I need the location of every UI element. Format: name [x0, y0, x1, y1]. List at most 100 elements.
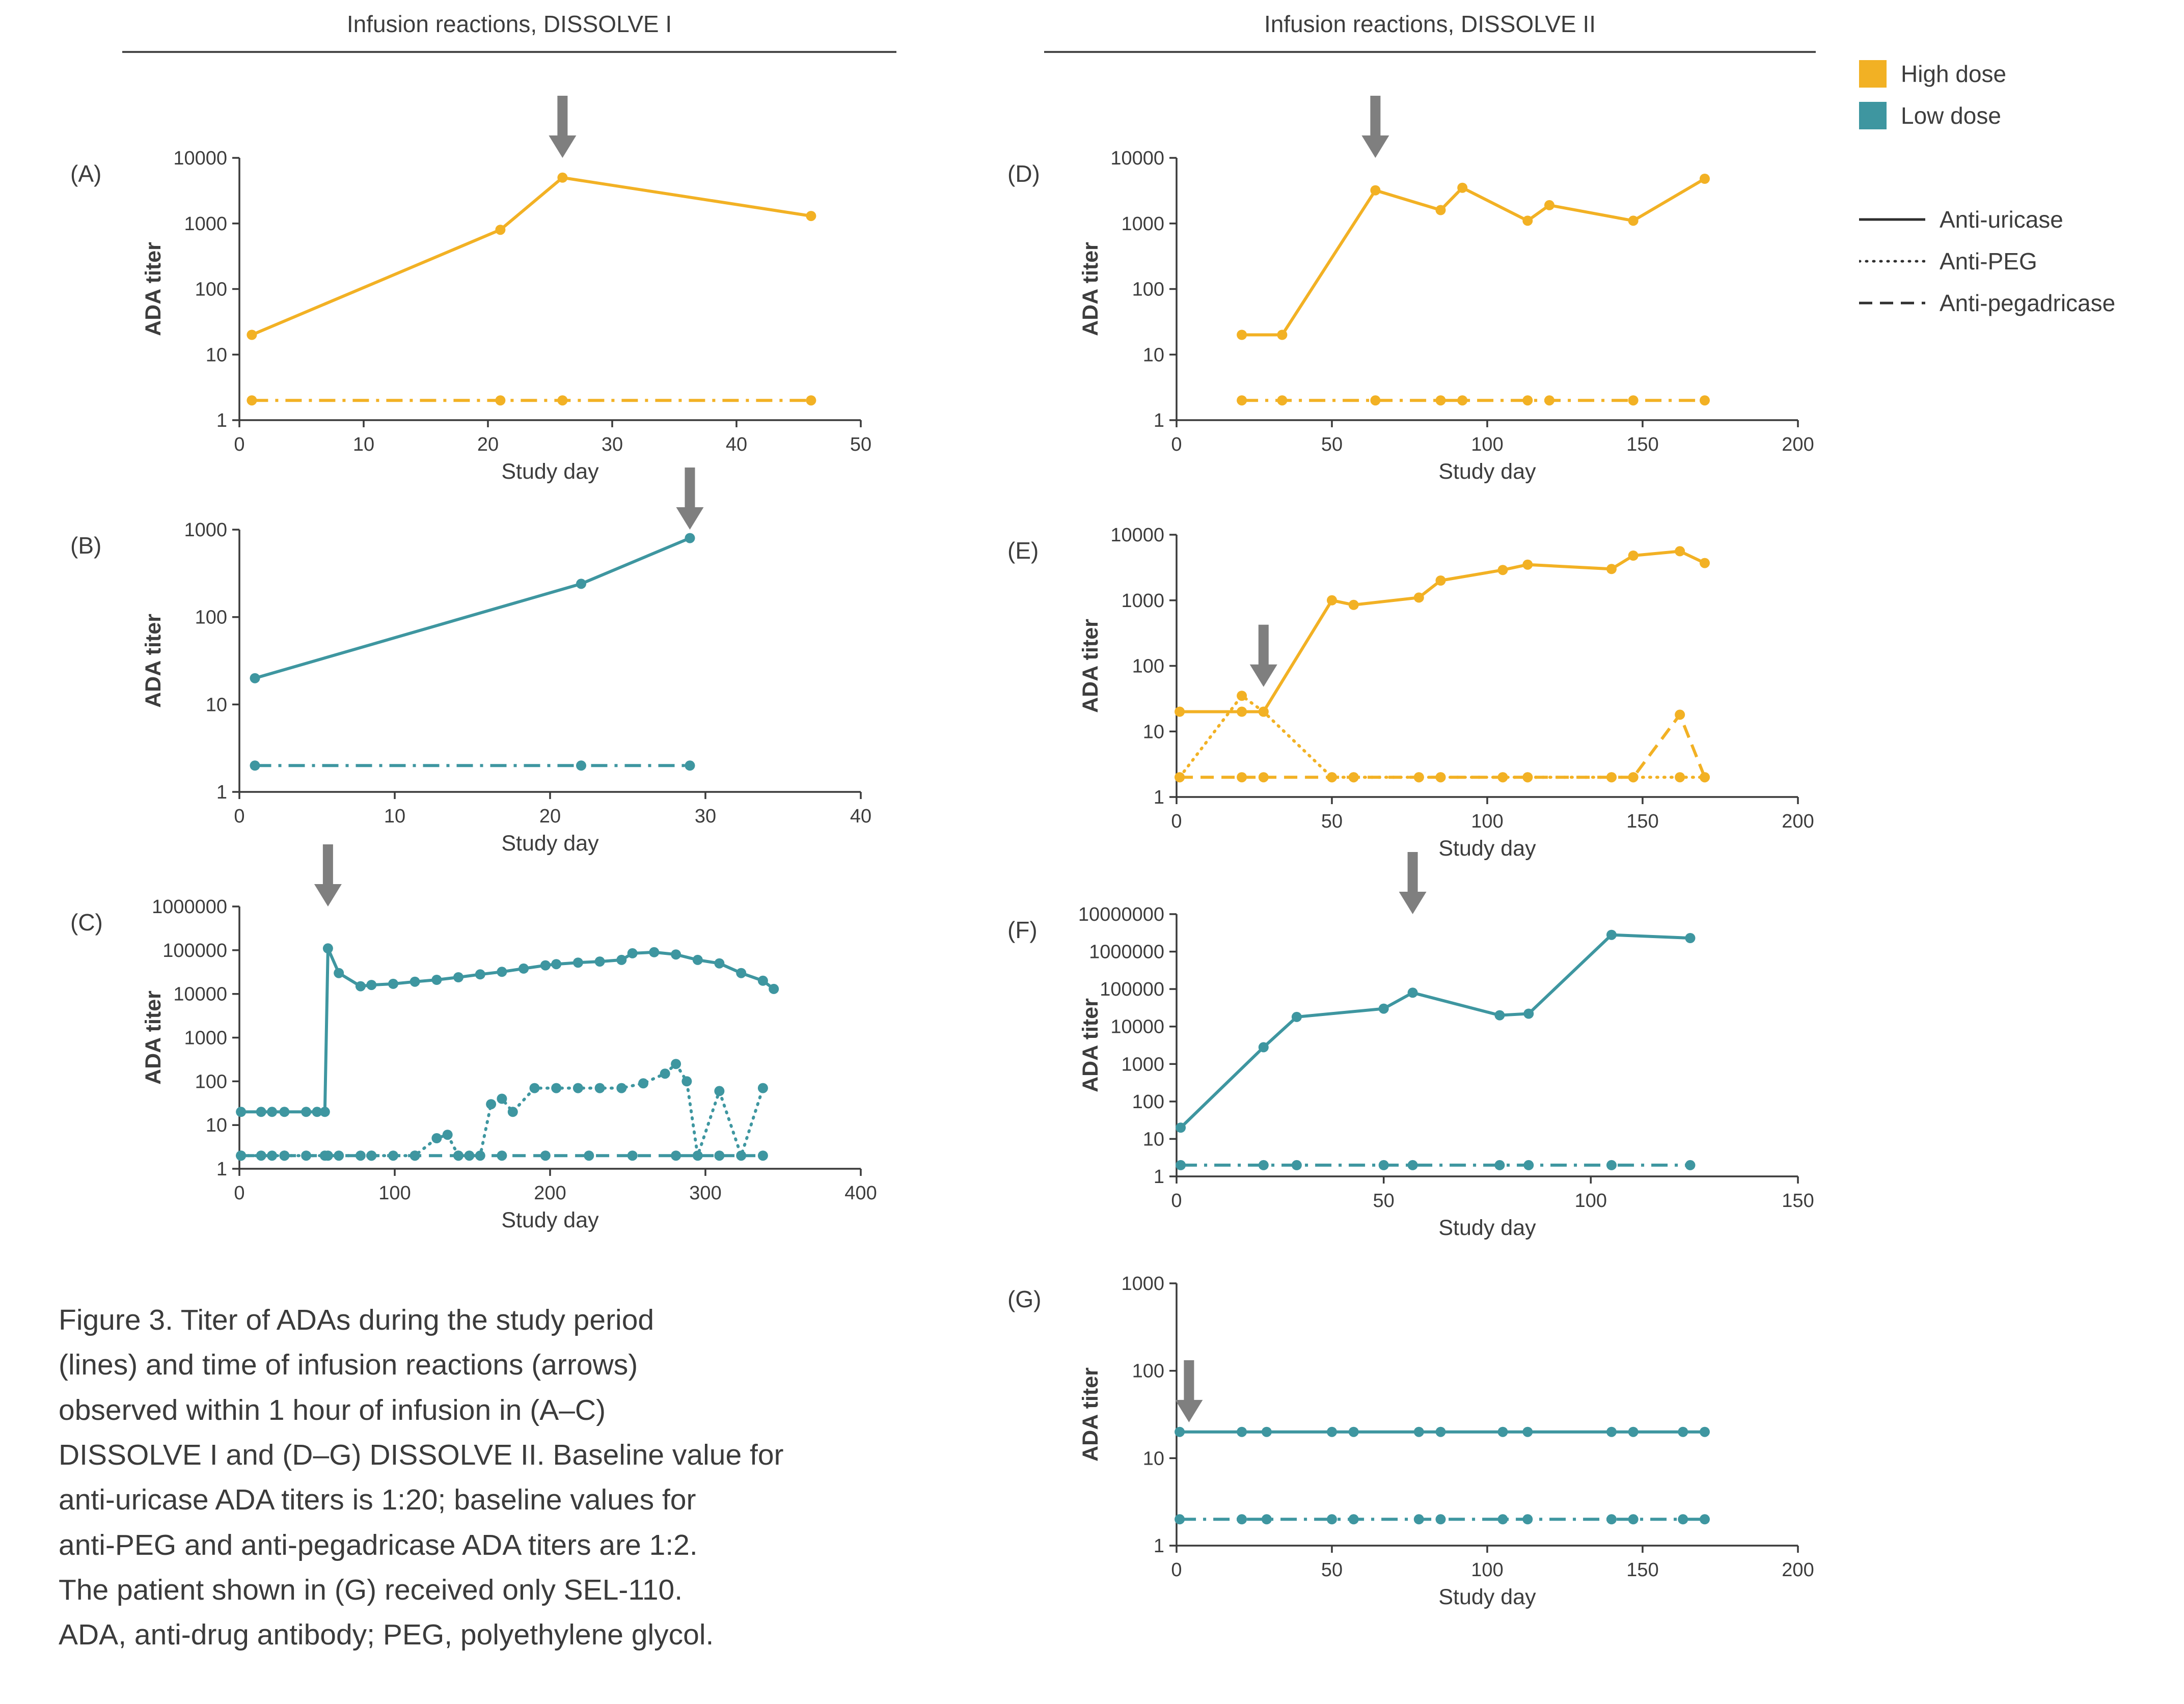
y-tick-label: 100 [195, 1071, 227, 1092]
legend: High dose Low dose Anti-uricase Anti-PEG… [1859, 60, 2180, 331]
panel-label: (E) [1007, 537, 1039, 564]
y-tick-label: 1000000 [152, 896, 227, 918]
anti-uricase-markers [236, 943, 779, 1117]
caption-line: anti-PEG and anti-pegadricase ADA titers… [59, 1528, 698, 1561]
x-tick-label: 0 [1171, 434, 1182, 455]
y-tick-label: 1 [1154, 787, 1164, 808]
anti-uricase-line [254, 536, 691, 680]
panel-label: (A) [70, 160, 101, 187]
y-tick-label: 10 [1143, 721, 1164, 743]
x-tick-label: 300 [689, 1183, 721, 1204]
y-tick-label: 100000 [162, 940, 227, 961]
x-tick-label: 30 [602, 434, 623, 455]
x-tick-label: 30 [695, 806, 716, 827]
y-tick-label: 1000000 [1089, 942, 1164, 963]
y-tick-label: 1 [1154, 410, 1164, 431]
x-tick-label: 200 [1782, 1559, 1814, 1581]
y-tick-label: 10000 [1110, 1016, 1164, 1038]
caption-line: The patient shown in (G) received only S… [59, 1574, 683, 1607]
high-dose-swatch [1859, 60, 1887, 88]
anti-uricase-markers [1176, 929, 1696, 1133]
dissolve2-title: Infusion reactions, DISSOLVE II [1264, 11, 1596, 37]
infusion-reaction-arrow-icon [1175, 1360, 1203, 1422]
y-tick-label: 100 [195, 607, 227, 628]
x-tick-label: 150 [1626, 434, 1658, 455]
anti-uricase-markers [1175, 546, 1710, 717]
caption-line: anti-uricase ADA titers is 1:20; baselin… [59, 1483, 696, 1517]
y-tick-label: 10000 [1110, 525, 1164, 546]
y-tick-label: 100 [195, 279, 227, 300]
x-axis-title: Study day [1438, 1585, 1536, 1609]
y-tick-label: 1 [1154, 1166, 1164, 1188]
x-tick-label: 50 [1321, 811, 1343, 832]
low-dose-swatch [1859, 102, 1887, 129]
y-tick-label: 100 [1132, 1361, 1164, 1382]
chart-panel-b: (B) 1 10 100 1000 0 10 20 30 40 Study day ADA titer [61, 468, 896, 863]
caption-line: (lines) and time of infusion reactions (… [59, 1349, 638, 1382]
y-tick-label: 1000 [184, 519, 227, 541]
caption-line: observed within 1 hour of infusion in (A… [59, 1393, 606, 1426]
chart-panel-e: (E) 1 10 100 1000 10000 0 50 100 150 200 Study day A… [998, 512, 1834, 868]
high-dose-label: High dose [1901, 61, 2007, 87]
y-tick-label: 1000 [1121, 590, 1164, 612]
chart-panel-d: (D) 1 10 100 1000 10000 0 50 100 150 200 Study day A… [998, 96, 1834, 491]
anti-pegadricase-markers [236, 1150, 768, 1161]
x-tick-label: 0 [1171, 1190, 1182, 1212]
y-tick-label: 10000 [1110, 148, 1164, 169]
x-tick-label: 0 [234, 434, 244, 455]
y-tick-label: 1 [216, 782, 227, 803]
legend-item-anti-pegadricase: Anti-pegadricase [1859, 289, 2180, 317]
x-axis-title: Study day [1438, 836, 1536, 861]
low-dose-label: Low dose [1901, 102, 2001, 129]
y-tick-label: 1 [216, 410, 227, 431]
x-tick-label: 40 [726, 434, 747, 455]
anti-pegadricase-line-icon [1859, 301, 1925, 305]
anti-peg-line [1178, 694, 1706, 779]
anti-uricase-line [1180, 549, 1706, 713]
x-tick-label: 150 [1782, 1190, 1814, 1212]
y-axis-title: ADA titer [1078, 1367, 1103, 1462]
y-tick-label: 10000 [173, 148, 227, 169]
legend-item-high-dose: High dose [1859, 60, 2180, 88]
dissolve1-title: Infusion reactions, DISSOLVE I [346, 11, 672, 37]
x-tick-label: 50 [850, 434, 871, 455]
x-tick-label: 150 [1626, 811, 1658, 832]
x-tick-label: 10 [384, 806, 405, 827]
dissolve1-header: Infusion reactions, DISSOLVE I [122, 10, 896, 53]
chart-panel-c: (C) 1 10 100 1000 10000 100000 1000000 0 100 200 30… [61, 844, 896, 1240]
y-tick-label: 1000 [1121, 1273, 1164, 1295]
anti-peg-anti-pegadricase-baseline-markers [247, 395, 816, 406]
chart-panel-f: (F) 1 10 100 1000 10000 100000 1000000 10000000 0… [998, 852, 1834, 1248]
anti-pegadricase-markers [1175, 709, 1710, 783]
y-axis-title: ADA titer [1078, 998, 1103, 1092]
x-tick-label: 150 [1626, 1559, 1658, 1581]
x-tick-label: 100 [378, 1183, 411, 1204]
y-axis-title: ADA titer [141, 242, 166, 336]
infusion-reaction-arrow-icon [1399, 852, 1427, 914]
y-tick-label: 10000 [173, 984, 227, 1005]
dissolve2-header: Infusion reactions, DISSOLVE II [1044, 10, 1816, 53]
anti-peg-markers [1175, 691, 1710, 783]
anti-peg-anti-pegadricase-baseline-markers [1175, 1514, 1710, 1525]
anti-uricase-line [241, 948, 775, 1114]
anti-uricase-markers [1237, 174, 1710, 340]
panel-label: (B) [70, 532, 101, 559]
anti-uricase-markers [250, 533, 695, 683]
anti-uricase-markers [247, 172, 816, 340]
anti-peg-anti-pegadricase-baseline-markers [1237, 395, 1710, 406]
infusion-reaction-arrow-icon [549, 96, 577, 158]
chart-panel-g: (G) 1 10 100 1000 0 50 100 150 200 Study day ADA ti… [998, 1260, 1834, 1617]
panel-label: (F) [1007, 917, 1038, 943]
x-axis-title: Study day [501, 831, 599, 856]
x-axis-title: Study day [501, 459, 599, 484]
legend-linestyle-group: Anti-uricase Anti-PEG Anti-pegadricase [1859, 206, 2180, 317]
y-tick-label: 1000 [184, 213, 227, 235]
anti-peg-label: Anti-PEG [1940, 248, 2037, 274]
x-tick-label: 200 [534, 1183, 566, 1204]
y-tick-label: 10 [1143, 1448, 1164, 1469]
x-tick-label: 0 [234, 806, 244, 827]
y-tick-label: 100 [1132, 1091, 1164, 1113]
anti-uricase-line [251, 176, 811, 337]
panel-label: (D) [1007, 160, 1040, 187]
anti-peg-anti-pegadricase-baseline-markers [250, 760, 695, 771]
